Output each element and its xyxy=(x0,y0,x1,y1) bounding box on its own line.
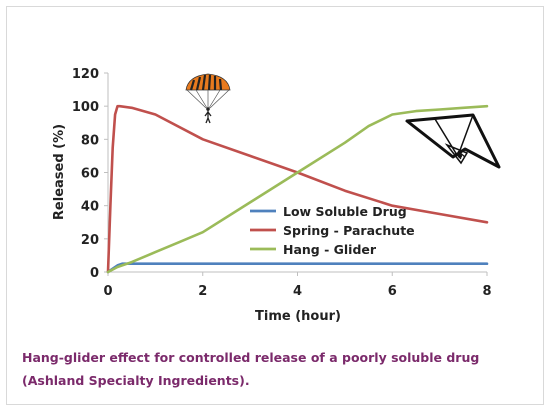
x-tick-label: 8 xyxy=(482,284,491,299)
series-line-3 xyxy=(106,104,489,274)
x-tick-label: 4 xyxy=(293,284,302,299)
caption-line-2: (Ashland Specialty Ingredients). xyxy=(22,373,250,388)
series-line-2 xyxy=(106,104,489,274)
release-chart: 0 20 40 60 80 100 120 0 2 4 6 8 Time (hour) Releas… xyxy=(52,67,501,324)
figure-caption: Hang-glider effect for controlled releas… xyxy=(22,346,532,392)
caption-line-1: Hang-glider effect for controlled releas… xyxy=(22,350,480,365)
x-axis-title: Time (hour) xyxy=(255,309,341,324)
x-tick-label: 6 xyxy=(388,284,397,299)
hang-glider-icon xyxy=(405,113,501,169)
legend-label: Spring - Parachute xyxy=(283,223,415,238)
legend-label: Low Soluble Drug xyxy=(283,204,407,219)
y-tick-label: 120 xyxy=(72,67,99,82)
x-ticks: 0 2 4 6 8 xyxy=(103,272,492,299)
series-layer xyxy=(106,104,489,274)
parachute-icon xyxy=(185,73,231,124)
y-tick-label: 100 xyxy=(72,100,99,115)
y-tick-label: 40 xyxy=(81,200,99,215)
y-tick-label: 20 xyxy=(81,233,99,248)
y-axis-title: Released (%) xyxy=(52,124,67,220)
y-ticks: 0 20 40 60 80 100 120 xyxy=(72,67,108,281)
legend: Low Soluble Drug Spring - Parachute Hang -… xyxy=(250,204,415,257)
y-tick-label: 80 xyxy=(81,133,99,148)
y-tick-label: 0 xyxy=(90,266,99,281)
x-tick-label: 2 xyxy=(198,284,207,299)
figure-frame xyxy=(6,6,544,405)
legend-label: Hang - Glider xyxy=(283,242,377,257)
x-tick-label: 0 xyxy=(103,284,112,299)
series-line-1 xyxy=(106,262,489,274)
y-tick-label: 60 xyxy=(81,167,99,182)
